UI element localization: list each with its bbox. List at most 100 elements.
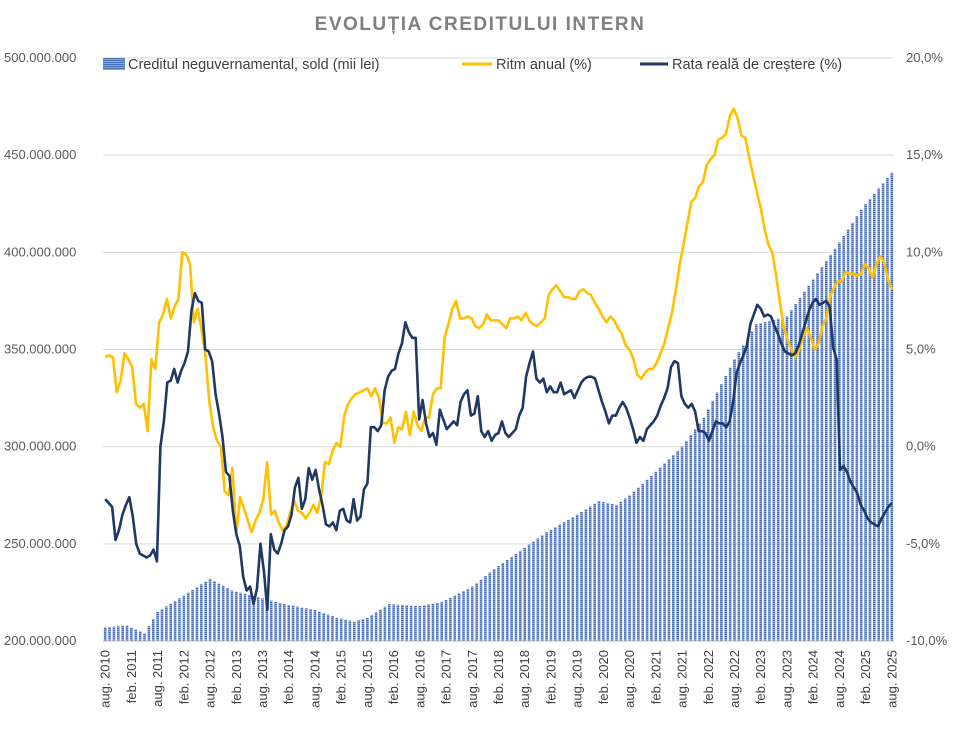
bar bbox=[103, 627, 107, 641]
x-tick-label: feb. 2019 bbox=[543, 650, 558, 704]
bar bbox=[344, 619, 347, 641]
bar bbox=[532, 541, 535, 641]
x-tick-label: feb. 2020 bbox=[596, 650, 611, 704]
bar bbox=[575, 514, 579, 641]
bar bbox=[361, 618, 365, 641]
bar bbox=[811, 279, 815, 641]
bar bbox=[108, 627, 111, 641]
bar bbox=[680, 446, 684, 641]
bar bbox=[750, 331, 754, 641]
bar bbox=[470, 586, 474, 641]
x-tick-label: aug. 2020 bbox=[622, 650, 637, 708]
line-rata-reala bbox=[104, 291, 893, 612]
bar bbox=[414, 605, 417, 641]
bar bbox=[326, 614, 330, 641]
bar bbox=[527, 544, 531, 641]
bar bbox=[610, 504, 614, 641]
x-tick-label: feb. 2014 bbox=[281, 650, 296, 704]
bar bbox=[676, 450, 679, 641]
x-tick-label: feb. 2022 bbox=[701, 650, 716, 704]
bar bbox=[720, 384, 723, 641]
x-tick-label: feb. 2011 bbox=[124, 650, 139, 703]
y-right-tick-label: 20,0% bbox=[906, 50, 943, 65]
bar bbox=[580, 511, 583, 641]
bar bbox=[147, 626, 151, 641]
bar bbox=[763, 322, 767, 641]
bar bbox=[540, 535, 544, 641]
bar bbox=[274, 601, 277, 641]
bar bbox=[868, 199, 872, 641]
bar bbox=[182, 595, 186, 641]
bar bbox=[562, 522, 566, 641]
bar bbox=[318, 611, 321, 641]
x-tick-label: aug. 2023 bbox=[779, 650, 794, 708]
bar bbox=[741, 345, 745, 641]
bar bbox=[724, 375, 728, 641]
y-left-tick-label: 250.000.000 bbox=[4, 536, 76, 551]
bar bbox=[370, 614, 374, 641]
bar bbox=[143, 633, 146, 641]
bar bbox=[379, 609, 382, 641]
bar bbox=[820, 267, 824, 641]
bar bbox=[672, 455, 675, 641]
bar bbox=[728, 367, 732, 641]
bar bbox=[405, 605, 409, 641]
bar bbox=[484, 576, 487, 641]
legend-label-ritm: Ritm anual (%) bbox=[496, 57, 592, 73]
x-tick-label: feb. 2018 bbox=[491, 650, 506, 704]
bar bbox=[597, 501, 601, 641]
bar bbox=[383, 606, 387, 641]
bar bbox=[785, 316, 789, 641]
x-tick-label: aug. 2012 bbox=[203, 650, 218, 708]
bar bbox=[234, 591, 238, 641]
bar bbox=[331, 616, 334, 641]
bar bbox=[217, 583, 221, 641]
bar bbox=[654, 471, 658, 641]
bar bbox=[772, 319, 776, 641]
bar bbox=[615, 504, 618, 641]
bar bbox=[291, 605, 295, 641]
bar bbox=[829, 254, 832, 641]
bar bbox=[200, 584, 203, 641]
bar bbox=[213, 581, 216, 641]
bar bbox=[855, 216, 859, 641]
x-tick-label: feb. 2015 bbox=[334, 650, 349, 704]
bar bbox=[803, 291, 806, 641]
bar bbox=[479, 579, 483, 641]
x-tick-label: feb. 2013 bbox=[229, 650, 244, 704]
x-tick-label: aug. 2014 bbox=[307, 650, 322, 708]
bar bbox=[462, 591, 465, 641]
bar bbox=[645, 479, 649, 641]
bar bbox=[396, 604, 400, 641]
bar bbox=[269, 600, 273, 641]
bar bbox=[160, 609, 164, 641]
bar bbox=[173, 600, 177, 641]
x-tick-label: aug. 2013 bbox=[255, 650, 270, 708]
x-tick-label: aug. 2021 bbox=[675, 650, 690, 708]
bar bbox=[693, 429, 697, 641]
bar bbox=[641, 483, 645, 641]
bar bbox=[737, 352, 741, 641]
x-tick-label: aug. 2011 bbox=[150, 650, 165, 707]
bar bbox=[239, 592, 242, 641]
bar bbox=[252, 596, 256, 641]
bar bbox=[130, 627, 133, 641]
bar bbox=[392, 604, 395, 641]
bar bbox=[505, 559, 509, 641]
bar bbox=[300, 607, 304, 641]
bar bbox=[418, 606, 422, 641]
bar bbox=[824, 260, 828, 641]
bar bbox=[287, 604, 291, 641]
bar bbox=[890, 172, 894, 641]
bar bbox=[571, 517, 575, 641]
bar bbox=[165, 606, 168, 641]
bar bbox=[632, 491, 636, 641]
bar bbox=[658, 467, 662, 641]
bar bbox=[169, 603, 173, 641]
bar bbox=[794, 304, 797, 641]
bar bbox=[776, 318, 780, 641]
x-tick-label: aug. 2016 bbox=[412, 650, 427, 708]
x-tick-label: aug. 2010 bbox=[98, 650, 113, 708]
y-left-tick-label: 350.000.000 bbox=[4, 342, 76, 357]
